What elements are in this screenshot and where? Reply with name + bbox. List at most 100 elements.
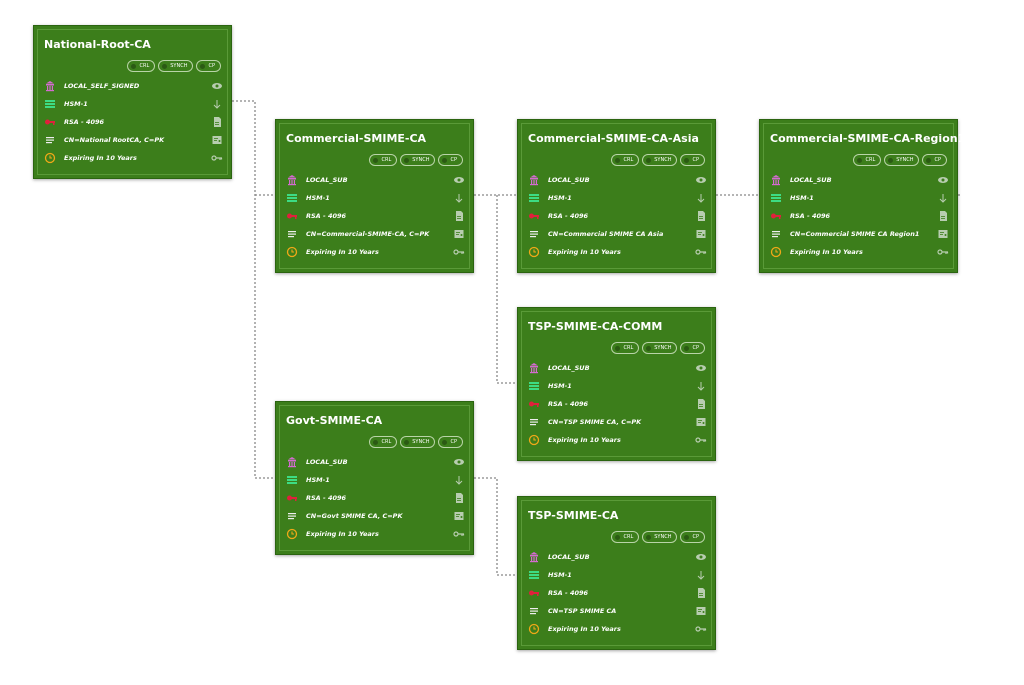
badge[interactable]: CP [438, 154, 463, 166]
badge[interactable]: SYNCH [642, 342, 678, 354]
badge[interactable]: SYNCH [400, 154, 436, 166]
field-row: CN=TSP SMIME CA [528, 605, 707, 617]
action-icon[interactable] [695, 362, 707, 374]
field-row: Expiring In 10 Years [528, 623, 707, 635]
badge-group: CRL SYNCH CP [611, 342, 705, 354]
badge-dot [646, 157, 652, 163]
badge[interactable]: CP [438, 436, 463, 448]
field-row: CN=Govt SMIME CA, C=PK [286, 510, 465, 522]
badge[interactable]: SYNCH [400, 436, 436, 448]
action-icon[interactable] [695, 587, 707, 599]
connector [474, 477, 517, 576]
action-icon[interactable] [453, 510, 465, 522]
field-text: RSA - 4096 [548, 589, 589, 597]
action-icon[interactable] [211, 152, 223, 164]
field-icon [287, 495, 297, 501]
field-icon [288, 513, 296, 520]
badge-label: CRL [865, 157, 876, 163]
action-icon[interactable] [695, 192, 707, 204]
badge-label: CP [450, 157, 457, 163]
action-icon[interactable] [695, 398, 707, 410]
badge[interactable]: CRL [611, 342, 640, 354]
field-text: Expiring In 10 Years [548, 436, 621, 444]
action-icon[interactable] [937, 192, 949, 204]
card-border [279, 405, 470, 551]
action-icon[interactable] [937, 174, 949, 186]
field-icon [530, 552, 538, 563]
action-icon[interactable] [695, 569, 707, 581]
badge-label: CP [692, 534, 699, 540]
badge[interactable]: SYNCH [642, 531, 678, 543]
badge[interactable]: SYNCH [158, 60, 194, 72]
badge-label: CRL [381, 439, 392, 445]
action-icon[interactable] [211, 134, 223, 146]
action-icon[interactable] [453, 210, 465, 222]
field-text: HSM-1 [790, 194, 814, 202]
badge[interactable]: CP [196, 60, 221, 72]
action-icon[interactable] [695, 174, 707, 186]
action-icon[interactable] [695, 551, 707, 563]
badge-dot [373, 157, 379, 163]
badge[interactable]: CRL [369, 436, 398, 448]
action-icon[interactable] [211, 80, 223, 92]
badge-dot [404, 157, 410, 163]
action-icon[interactable] [937, 246, 949, 258]
action-icon[interactable] [453, 174, 465, 186]
field-icon [287, 476, 297, 484]
badge[interactable]: CP [680, 531, 705, 543]
action-icon[interactable] [695, 623, 707, 635]
badge-dot [646, 345, 652, 351]
field-text: CN=Commercial-SMIME-CA, C=PK [306, 230, 430, 238]
action-icon[interactable] [937, 228, 949, 240]
action-icon[interactable] [453, 192, 465, 204]
field-text: CN=National RootCA, C=PK [64, 136, 165, 144]
badge-group: CRL SYNCH CP [611, 154, 705, 166]
action-icon[interactable] [453, 528, 465, 540]
badge[interactable]: CRL [127, 60, 156, 72]
badge[interactable]: CP [680, 154, 705, 166]
badge[interactable]: CRL [369, 154, 398, 166]
field-icon [530, 363, 538, 374]
action-icon[interactable] [211, 116, 223, 128]
field-row: RSA - 4096 [528, 398, 707, 410]
field-text: Expiring In 10 Years [548, 248, 621, 256]
badge[interactable]: CRL [853, 154, 882, 166]
field-icon [288, 457, 296, 468]
field-row: CN=Commercial SMIME CA Asia [528, 228, 707, 240]
badge[interactable]: CRL [611, 531, 640, 543]
badge[interactable]: CP [922, 154, 947, 166]
action-icon[interactable] [695, 380, 707, 392]
action-icon[interactable] [453, 492, 465, 504]
field-row: CN=Commercial SMIME CA Region1 [770, 228, 949, 240]
badge-dot [442, 439, 448, 445]
action-icon[interactable] [695, 210, 707, 222]
field-row: HSM-1 [770, 192, 949, 204]
badge-dot [442, 157, 448, 163]
badge[interactable]: CP [680, 342, 705, 354]
action-icon[interactable] [695, 605, 707, 617]
badge[interactable]: CRL [611, 154, 640, 166]
badge[interactable]: SYNCH [642, 154, 678, 166]
action-icon[interactable] [211, 98, 223, 110]
action-icon[interactable] [695, 416, 707, 428]
badge[interactable]: SYNCH [884, 154, 920, 166]
field-text: Expiring In 10 Years [790, 248, 863, 256]
badge-label: CRL [381, 157, 392, 163]
action-icon[interactable] [453, 228, 465, 240]
field-text: LOCAL_SUB [790, 176, 832, 184]
field-text: CN=TSP SMIME CA, C=PK [548, 418, 642, 426]
action-icon[interactable] [453, 246, 465, 258]
action-icon[interactable] [695, 434, 707, 446]
badge-label: SYNCH [170, 63, 188, 69]
field-row: Expiring In 10 Years [528, 434, 707, 446]
field-text: HSM-1 [548, 571, 572, 579]
field-icon [771, 194, 781, 202]
action-icon[interactable] [937, 210, 949, 222]
badge-label: CRL [623, 345, 634, 351]
field-text: RSA - 4096 [306, 494, 347, 502]
ca-card: National-Root-CA CRL SYNCH CP LOCAL_SELF_SIG… [33, 25, 232, 179]
action-icon[interactable] [695, 246, 707, 258]
action-icon[interactable] [695, 228, 707, 240]
action-icon[interactable] [453, 456, 465, 468]
action-icon[interactable] [453, 474, 465, 486]
